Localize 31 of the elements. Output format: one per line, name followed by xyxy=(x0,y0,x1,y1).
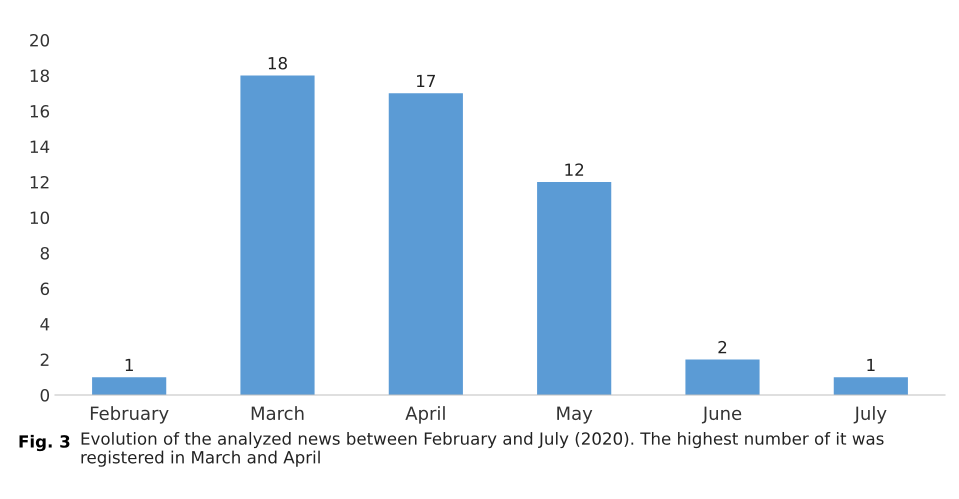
x-tick-label: July xyxy=(854,406,887,424)
bar xyxy=(388,93,463,395)
y-tick-label: 8 xyxy=(40,246,49,260)
data-label: 1 xyxy=(867,358,875,372)
data-label: 1 xyxy=(126,358,133,372)
y-tick-label: 10 xyxy=(30,211,50,224)
bar xyxy=(834,377,908,395)
y-tick-label: 2 xyxy=(40,353,48,366)
bar xyxy=(537,182,612,395)
y-tick-label: 14 xyxy=(30,140,50,153)
y-tick-label: 4 xyxy=(40,318,50,330)
y-tick-label: 0 xyxy=(40,388,50,402)
y-tick-label: 18 xyxy=(30,69,49,82)
bar xyxy=(685,360,760,395)
caption: Fig. 3 xyxy=(20,434,70,452)
text: Evolution of the analyzed news between February and July (2020). The highest number of it was registered in March and April xyxy=(82,432,884,467)
data-label: 17 xyxy=(417,74,436,88)
data-label: 2 xyxy=(718,340,726,354)
y-tick-label: 12 xyxy=(30,176,48,188)
bar xyxy=(240,76,315,395)
data-label: 12 xyxy=(565,163,584,176)
data-label: 18 xyxy=(268,56,287,70)
y-tick-label: 6 xyxy=(40,282,50,296)
y-tick-label: 16 xyxy=(30,104,50,118)
bar xyxy=(92,377,166,395)
x-tick-label: March xyxy=(252,406,304,420)
x-tick-label: June xyxy=(702,406,742,424)
y-tick-label: 20 xyxy=(30,34,50,47)
x-tick-label: February xyxy=(90,406,169,424)
x-tick-label: May xyxy=(557,406,592,424)
x-tick-label: April xyxy=(405,406,445,424)
